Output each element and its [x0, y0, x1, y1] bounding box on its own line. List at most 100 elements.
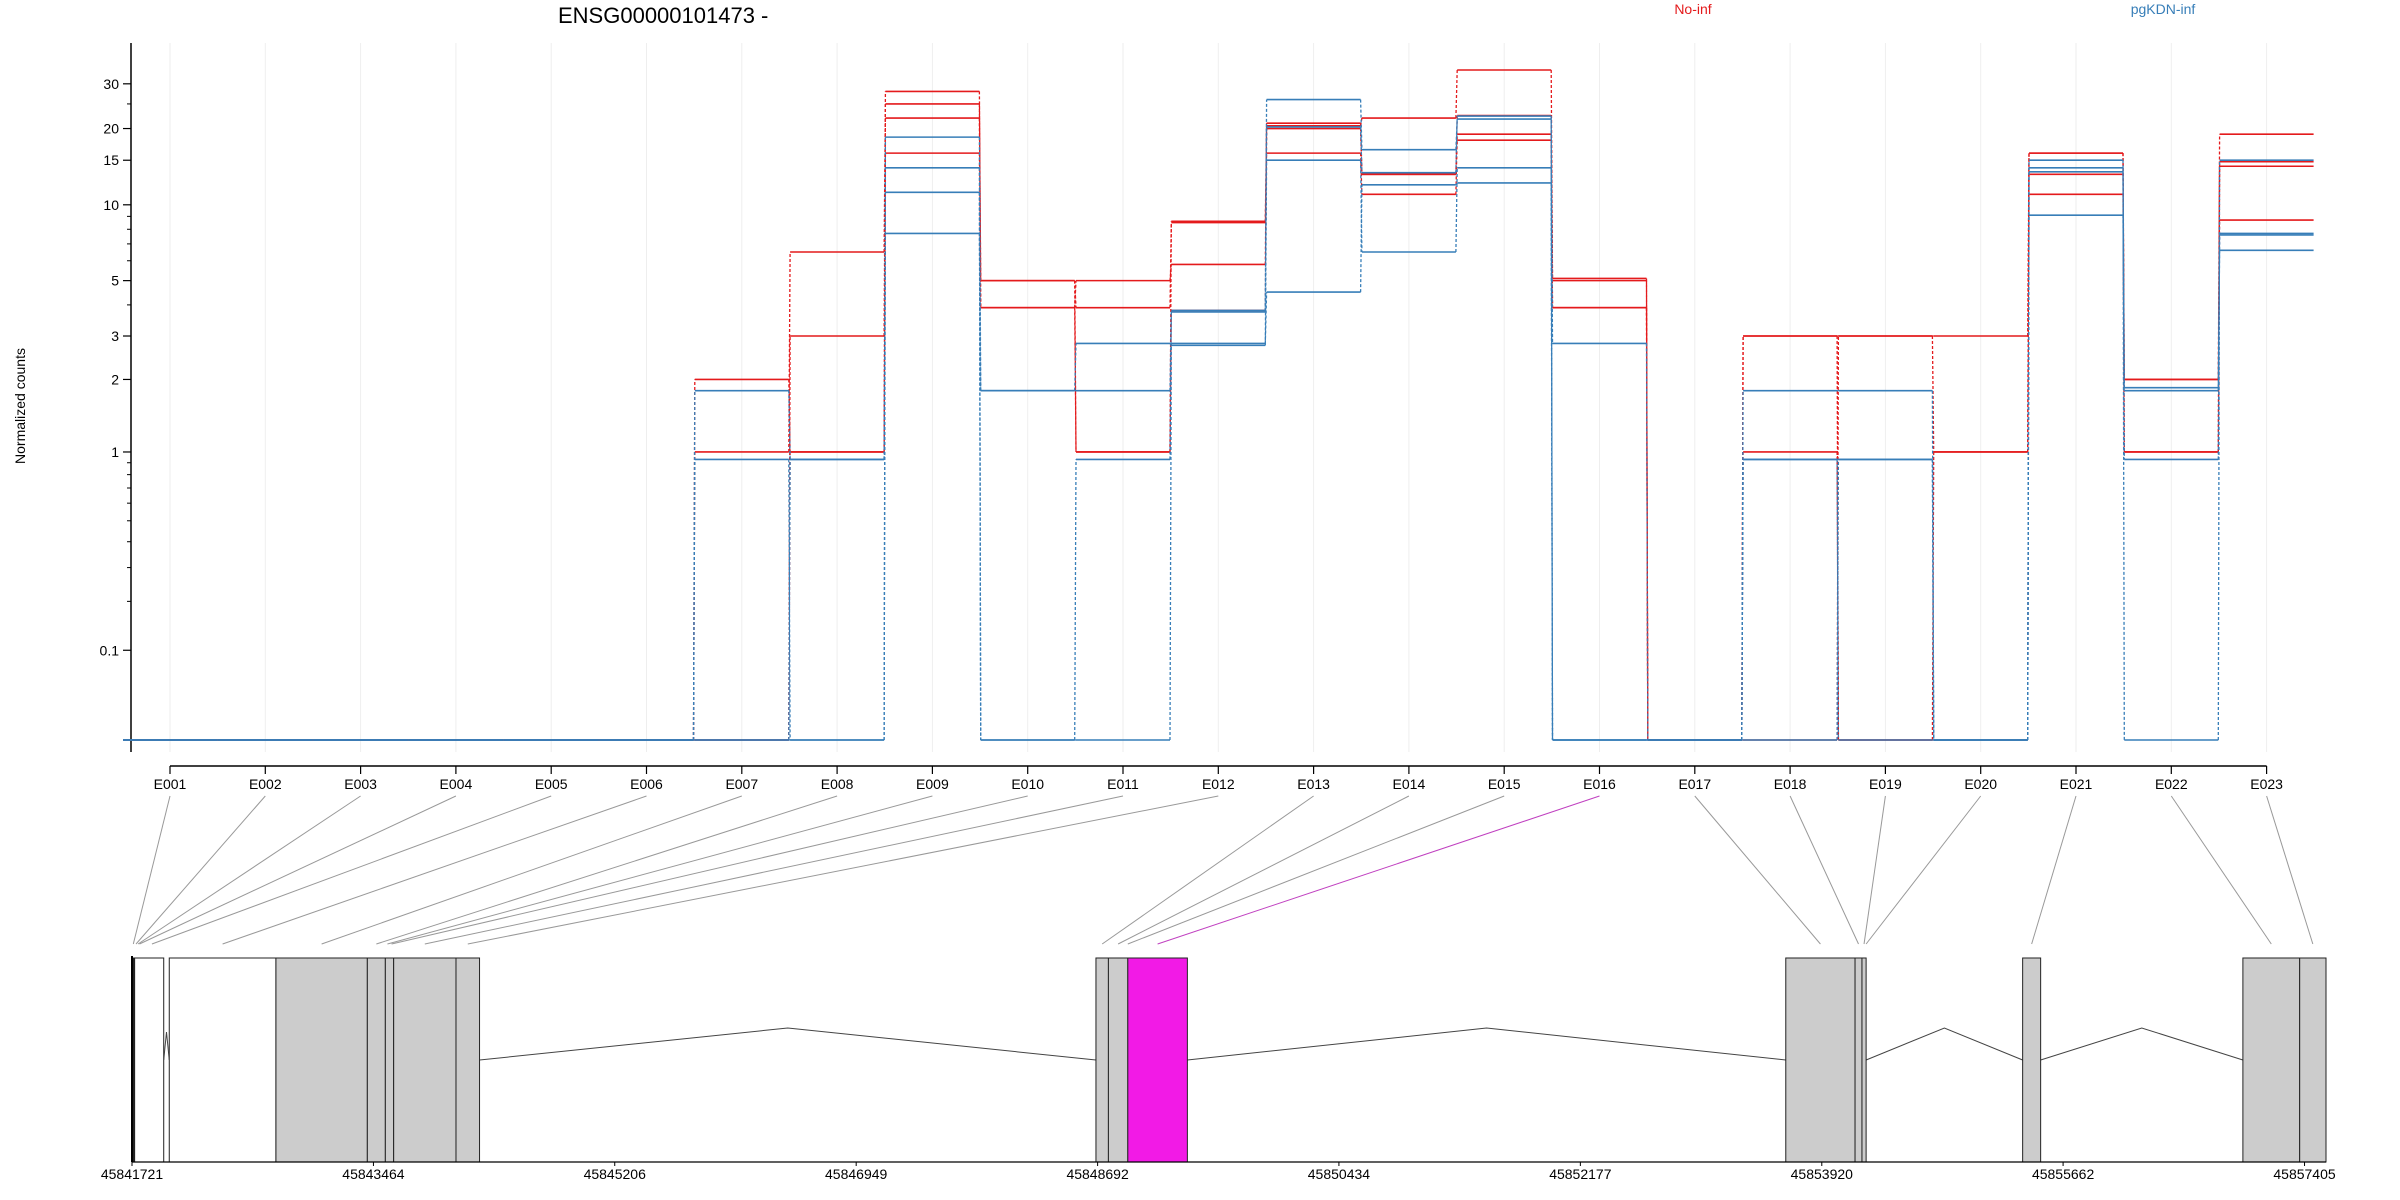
series-transition: [1074, 280, 1077, 308]
x-tick-label-e004: E004: [440, 776, 473, 792]
genome-tick-label: 45857405: [2273, 1166, 2336, 1182]
genome-tick-label: 45853920: [1791, 1166, 1854, 1182]
x-tick-label-e005: E005: [535, 776, 568, 792]
x-tick-label-e001: E001: [154, 776, 187, 792]
connector-e013: [1101, 795, 1314, 945]
x-tick-label-e007: E007: [725, 776, 758, 792]
genome-tick-label: 45846949: [825, 1166, 888, 1182]
genome-tick-label: 45850434: [1308, 1166, 1371, 1182]
exon-block: [455, 957, 481, 1163]
axes: 0.1 1 2 3 5 10 15 20 30 E001 E002 E003 E004 E005 E006 E…: [100, 43, 2283, 792]
genome-tick-label: 45845206: [584, 1166, 647, 1182]
series-transition: [1169, 343, 1172, 741]
gridlines: [169, 43, 2268, 752]
series-transition: [1741, 459, 1744, 741]
x-tick-label-e014: E014: [1393, 776, 1426, 792]
exon-block: [2242, 957, 2301, 1163]
intron-line: [163, 1031, 170, 1061]
series-transition: [1264, 292, 1268, 344]
x-tick-label-e022: E022: [2155, 776, 2188, 792]
x-tick-label-e016: E016: [1583, 776, 1616, 792]
x-tick-label-e006: E006: [630, 776, 663, 792]
series-transition: [2027, 174, 2030, 452]
series-transition: [692, 390, 696, 741]
exon-block: [134, 957, 165, 1163]
genomic-coordinate-axis: 45841721 45843464 45845206 45846949 45848692…: [101, 956, 2336, 1182]
connector-e010: [391, 795, 1028, 945]
x-tick-label-e010: E010: [1011, 776, 1044, 792]
exon-block: [393, 957, 457, 1163]
x-tick-label-e003: E003: [344, 776, 377, 792]
series-transition: [1741, 390, 1744, 741]
connector-e007: [321, 795, 742, 945]
series-transition: [1645, 343, 1649, 741]
y-axis-label: Normalized counts: [12, 348, 28, 464]
series-transition: [788, 251, 791, 452]
connector-e004: [139, 795, 457, 945]
highlighted-exon-block: [1127, 957, 1188, 1163]
series-transition: [1455, 116, 1458, 173]
exon-block: [366, 957, 386, 1163]
genome-tick-label: 45848692: [1066, 1166, 1129, 1182]
connector-e006: [222, 795, 647, 945]
intron-line: [1865, 1027, 2023, 1061]
exon-connector-lines: [132, 795, 2314, 945]
intron-line: [479, 1027, 1097, 1061]
connector-e020: [1865, 795, 1982, 945]
series-transition: [1359, 128, 1363, 175]
series-transition: [1359, 126, 1363, 173]
series-transition: [978, 167, 982, 741]
series-transition: [788, 459, 791, 741]
series-transition: [1074, 343, 1077, 391]
exon-block: [1861, 957, 1867, 1163]
exon-block: [2299, 957, 2327, 1163]
y-tick-label: 20: [103, 121, 119, 137]
series-transition: [1169, 311, 1172, 391]
series-transition: [1550, 182, 1554, 741]
series-transition: [1836, 459, 1840, 741]
series-transition: [1264, 126, 1268, 311]
connector-e003: [137, 795, 361, 945]
x-tick-label-e017: E017: [1678, 776, 1711, 792]
genome-tick-label: 45852177: [1549, 1166, 1612, 1182]
x-tick-label-e019: E019: [1869, 776, 1902, 792]
exon-block: [1785, 957, 1856, 1163]
series-transition: [1169, 222, 1172, 308]
exon-block: [2022, 957, 2042, 1163]
intron-line: [2040, 1027, 2244, 1061]
series-transition: [788, 390, 791, 460]
connector-e023: [2266, 795, 2314, 945]
connector-e005: [151, 795, 552, 945]
exon-block: [1095, 957, 1109, 1163]
x-tick-label-e015: E015: [1488, 776, 1521, 792]
x-tick-label-e021: E021: [2060, 776, 2093, 792]
connector-e017: [1694, 795, 1821, 945]
x-tick-label-e008: E008: [821, 776, 854, 792]
series-transition: [883, 167, 887, 741]
series-transition: [1931, 451, 1935, 741]
legend-entry-no-inf: No-inf: [1674, 1, 1711, 17]
x-tick-label-e020: E020: [1964, 776, 1997, 792]
series-transition: [1074, 459, 1077, 741]
y-tick-label: 3: [111, 328, 119, 344]
exon-block: [275, 957, 368, 1163]
series-transition: [1359, 184, 1363, 293]
series-transition: [1169, 264, 1172, 281]
connector-e014: [1117, 795, 1410, 945]
series-pgkdn-inf-7: [123, 115, 2314, 741]
gene-model: [131, 957, 2327, 1163]
exon-block: [384, 957, 395, 1163]
series-transition: [2027, 171, 2030, 741]
connector-e012: [467, 795, 1219, 945]
y-tick-label: 1: [111, 444, 119, 460]
series-transition: [1455, 119, 1458, 150]
series-transition: [1550, 116, 1554, 741]
connector-e011: [424, 795, 1124, 945]
connector-e002: [135, 795, 266, 945]
series-transition: [2217, 160, 2221, 741]
legend-entry-pgkdn-inf: pgKDN-inf: [2131, 1, 2196, 17]
series-transition: [1455, 182, 1458, 186]
connector-e001: [132, 795, 171, 945]
series-transition: [1074, 280, 1077, 308]
